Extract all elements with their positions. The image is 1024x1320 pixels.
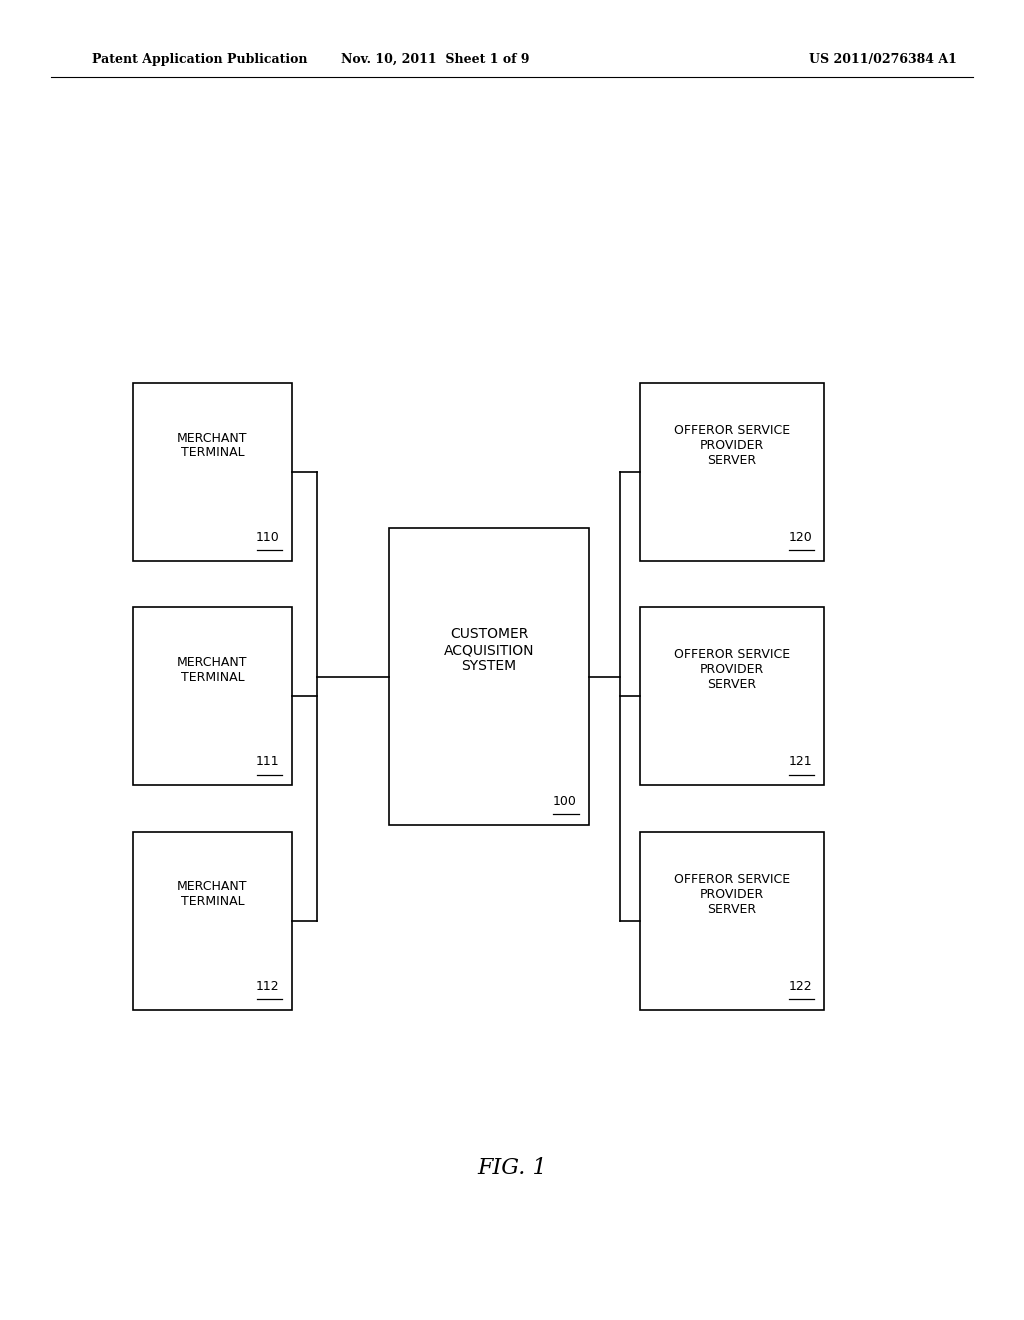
Text: 122: 122 [788, 979, 812, 993]
Text: MERCHANT
TERMINAL: MERCHANT TERMINAL [177, 656, 248, 684]
Bar [133, 607, 292, 785]
Text: Nov. 10, 2011  Sheet 1 of 9: Nov. 10, 2011 Sheet 1 of 9 [341, 53, 529, 66]
Bar [640, 832, 824, 1010]
Text: 112: 112 [256, 979, 280, 993]
Text: FIG. 1: FIG. 1 [477, 1158, 547, 1179]
Text: OFFEROR SERVICE
PROVIDER
SERVER: OFFEROR SERVICE PROVIDER SERVER [674, 873, 791, 916]
Bar [133, 383, 292, 561]
Text: 120: 120 [788, 531, 812, 544]
Text: MERCHANT
TERMINAL: MERCHANT TERMINAL [177, 432, 248, 459]
Text: 121: 121 [788, 755, 812, 768]
Bar [640, 607, 824, 785]
Text: MERCHANT
TERMINAL: MERCHANT TERMINAL [177, 880, 248, 908]
Text: 111: 111 [256, 755, 280, 768]
Text: US 2011/0276384 A1: US 2011/0276384 A1 [809, 53, 956, 66]
Text: OFFEROR SERVICE
PROVIDER
SERVER: OFFEROR SERVICE PROVIDER SERVER [674, 648, 791, 692]
Text: OFFEROR SERVICE
PROVIDER
SERVER: OFFEROR SERVICE PROVIDER SERVER [674, 424, 791, 467]
Text: CUSTOMER
ACQUISITION
SYSTEM: CUSTOMER ACQUISITION SYSTEM [443, 627, 535, 673]
Bar [389, 528, 589, 825]
Bar [133, 832, 292, 1010]
Text: 110: 110 [256, 531, 280, 544]
Text: 100: 100 [553, 795, 577, 808]
Bar [640, 383, 824, 561]
Text: Patent Application Publication: Patent Application Publication [92, 53, 307, 66]
